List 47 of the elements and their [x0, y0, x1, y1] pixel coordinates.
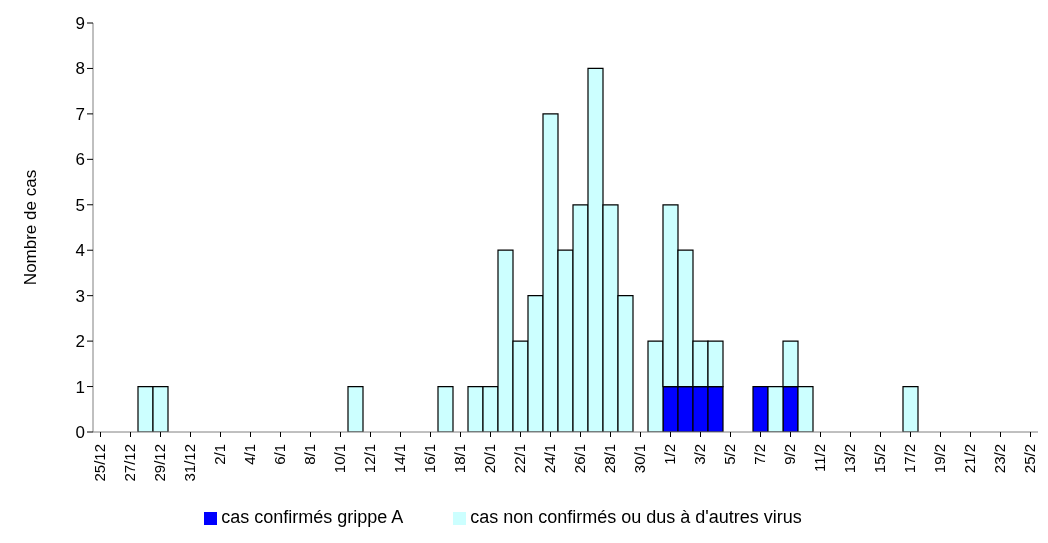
x-tick-label: 4/1	[240, 444, 258, 465]
x-tick-label: 7/2	[750, 444, 768, 465]
y-tick-label: 6	[75, 150, 85, 170]
x-tick-label: 16/1	[420, 444, 438, 474]
x-tick-label: 19/2	[930, 444, 948, 474]
y-tick-label: 7	[75, 104, 85, 124]
x-tick-label: 13/2	[840, 444, 858, 474]
x-tick-label: 14/1	[390, 444, 408, 474]
bar	[437, 385, 454, 432]
x-tick-label: 25/2	[1020, 444, 1038, 474]
x-tick-label: 25/12	[90, 444, 108, 482]
x-tick-label: 21/2	[960, 444, 978, 474]
x-tick-label: 22/1	[510, 444, 528, 474]
bar	[347, 385, 364, 432]
x-tick-label: 18/1	[450, 444, 468, 474]
x-tick-label: 30/1	[630, 444, 648, 474]
legend-label: cas non confirmés ou dus à d'autres virus	[470, 507, 802, 527]
x-tick-label: 11/2	[810, 444, 828, 473]
x-tick-label: 17/2	[900, 444, 918, 474]
x-tick-label: 15/2	[870, 444, 888, 474]
y-tick-label: 3	[75, 286, 85, 306]
x-tick-label: 27/12	[120, 444, 138, 482]
x-tick-label: 5/2	[720, 444, 738, 465]
y-tick-label: 9	[75, 14, 85, 34]
x-tick-label: 28/1	[600, 444, 618, 474]
x-tick-label: 31/12	[180, 444, 198, 482]
x-tick-label: 20/1	[480, 444, 498, 474]
x-tick-label: 24/1	[540, 444, 558, 474]
x-tick-label: 2/1	[210, 444, 228, 465]
x-tick-label: 29/12	[150, 444, 168, 482]
y-tick-label: 1	[75, 377, 85, 397]
x-tick-label: 26/1	[570, 444, 588, 474]
x-tick-label: 10/1	[330, 444, 348, 474]
legend-label: cas confirmés grippe A	[221, 507, 404, 527]
y-tick-label: 8	[75, 59, 85, 79]
x-tick-label: 23/2	[990, 444, 1008, 474]
y-tick-label: 4	[75, 241, 85, 261]
x-tick-label: 1/2	[660, 444, 678, 465]
y-axis-title: Nombre de cas	[21, 169, 41, 286]
x-tick-label: 12/1	[360, 444, 378, 474]
y-tick-label: 0	[75, 423, 85, 443]
y-tick-label: 2	[75, 332, 85, 352]
x-tick-label: 8/1	[300, 444, 318, 465]
x-tick-label: 6/1	[270, 444, 288, 465]
y-tick-label: 5	[75, 195, 85, 215]
x-tick-label: 9/2	[780, 444, 798, 465]
x-tick-label: 3/2	[690, 444, 708, 465]
